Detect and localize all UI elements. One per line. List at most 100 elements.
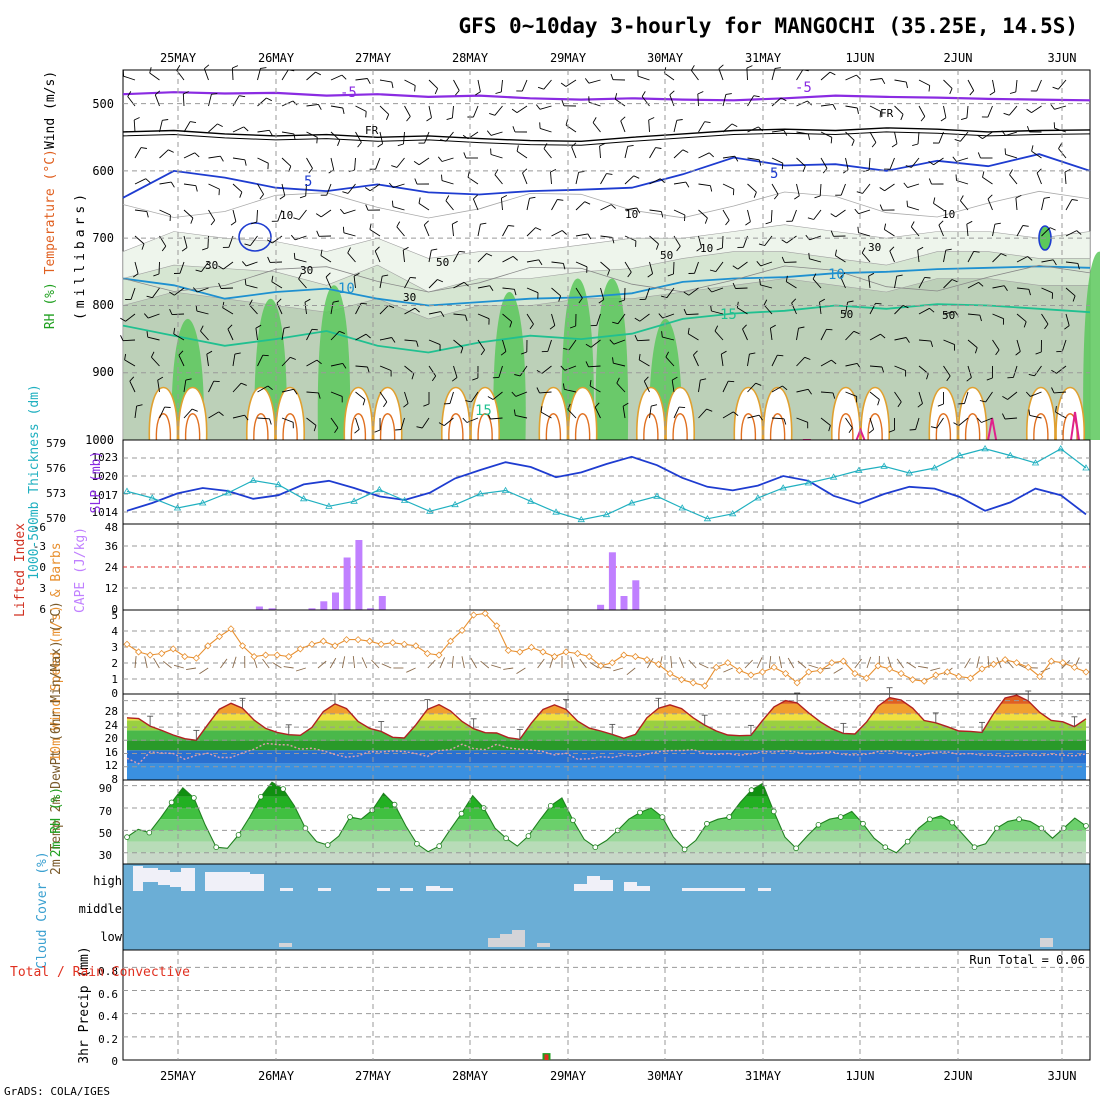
wind-barb (129, 381, 136, 393)
wind-barb (374, 429, 381, 433)
wind-barb (195, 269, 202, 273)
wind-speed-point (446, 637, 455, 645)
wind-barb (472, 198, 479, 211)
rh-grid (123, 780, 1090, 864)
wind-barb (428, 79, 438, 89)
wind-barb (281, 131, 294, 135)
wind-barb (620, 120, 626, 133)
wind-barb (753, 95, 760, 98)
contour-label-15: 15 (720, 307, 737, 323)
wind-barb (685, 181, 690, 188)
wind-barb (551, 230, 563, 237)
wind-barb (1057, 79, 1067, 90)
wind-barb (396, 226, 405, 237)
wind-barb (298, 278, 307, 289)
wind-barb (148, 313, 160, 319)
wind-barb (986, 377, 993, 381)
wind-barb (397, 143, 404, 147)
wind-barb (451, 224, 454, 237)
wind-speed-point (516, 648, 524, 656)
wind-barb (758, 414, 763, 421)
temperature-label: 2m Temp 2m DewPt (6hr Min/Max) (°C) (49, 601, 64, 875)
wind-barb (424, 131, 430, 144)
wind-barb (1028, 373, 1035, 377)
wind-barb (649, 209, 662, 213)
wind-barb (760, 261, 773, 267)
wind-barb (453, 339, 464, 348)
wind-barb (232, 183, 243, 193)
wind-barb (124, 359, 136, 367)
wind-barb (124, 353, 127, 360)
surface-isotherm (184, 413, 201, 441)
wind-barb (357, 142, 362, 148)
wind-barb (643, 376, 649, 382)
wind-barb (960, 195, 964, 201)
wind-barb (293, 252, 296, 259)
wind-barb (847, 300, 854, 303)
wind-barb (455, 90, 460, 96)
wind-barb (129, 376, 135, 382)
wind-barb (868, 429, 874, 434)
wind-barb (522, 168, 528, 174)
wind-barb (907, 206, 920, 211)
wind-barb (355, 333, 367, 341)
wind-speed-point (366, 637, 374, 645)
wind-barb (490, 131, 503, 136)
wind-barb (804, 356, 811, 360)
wind-barb (1016, 339, 1021, 352)
wind-barb (649, 235, 659, 245)
cape-grid (123, 524, 1090, 610)
cape-tick: 36 (105, 540, 118, 553)
wind-barb (516, 150, 528, 159)
wind-barb (1025, 391, 1031, 397)
wind-barb (146, 211, 149, 218)
wind-barb (992, 79, 996, 92)
surface-barb (352, 656, 356, 669)
wind-barb (796, 417, 808, 423)
wind-barb (208, 183, 220, 190)
thickness-label: 1000-500mb Thickness (dm) (27, 384, 42, 580)
wind-speed-point (943, 668, 951, 676)
wind-speed-point (701, 682, 709, 690)
wind-barb (477, 339, 485, 351)
wind-barb (266, 239, 273, 244)
wind-barb (671, 380, 675, 393)
surface-barb (976, 656, 980, 669)
contour-label-fr: FR (880, 107, 894, 120)
wind-barb (200, 325, 204, 332)
wind-barb (353, 272, 360, 277)
wind-barb (1034, 365, 1042, 377)
wind-barb (812, 278, 822, 289)
rh-band (127, 841, 1086, 853)
wind-barb (938, 220, 944, 226)
wind-barb (560, 82, 567, 87)
thickness-point (249, 476, 257, 483)
surface-barb (896, 658, 904, 669)
wind-barb (508, 225, 515, 227)
wind-barb (868, 276, 871, 289)
wind-barb (889, 250, 895, 263)
surface-barb (451, 656, 454, 669)
wind-barb (560, 365, 566, 371)
wind-barb (756, 261, 762, 267)
wind-tick: 3 (111, 641, 118, 654)
wind-barb (183, 235, 188, 248)
wind-barb (641, 96, 650, 107)
wind-barb (718, 64, 724, 70)
wind-barb (535, 104, 541, 110)
wind-speed-point (123, 640, 131, 648)
wind-barb (404, 391, 409, 404)
thickness-point (552, 508, 560, 515)
wind-barb (771, 129, 784, 133)
wind-barbs (120, 64, 1082, 434)
wind-barb (722, 94, 727, 107)
surface-isotherm (379, 413, 396, 441)
wind-barb (985, 391, 993, 403)
wind-barb (330, 105, 343, 109)
thickness-point (703, 515, 712, 522)
wind-barb (502, 225, 509, 237)
thickness-point (224, 489, 232, 496)
wind-barb (649, 261, 654, 274)
slp-label: SLP (mb) (89, 451, 104, 514)
top-date-label: 2JUN (944, 51, 973, 65)
